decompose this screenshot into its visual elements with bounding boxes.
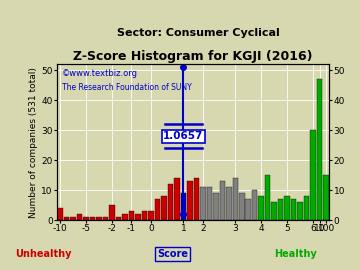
Bar: [122, 214, 128, 220]
Bar: [271, 202, 277, 220]
Bar: [284, 196, 290, 220]
Bar: [70, 217, 76, 220]
Bar: [258, 196, 264, 220]
Bar: [252, 190, 257, 220]
Bar: [310, 130, 316, 220]
Bar: [116, 217, 121, 220]
Text: Sector: Consumer Cyclical: Sector: Consumer Cyclical: [117, 28, 279, 38]
Bar: [323, 175, 329, 220]
Text: ©www.textbiz.org: ©www.textbiz.org: [62, 69, 138, 78]
Text: 1.0657: 1.0657: [163, 131, 203, 141]
Bar: [161, 196, 167, 220]
Text: The Research Foundation of SUNY: The Research Foundation of SUNY: [62, 83, 192, 92]
Bar: [57, 208, 63, 220]
Bar: [246, 199, 251, 220]
Bar: [291, 199, 296, 220]
Bar: [109, 205, 115, 220]
Bar: [278, 199, 283, 220]
Text: Healthy: Healthy: [274, 249, 316, 259]
Bar: [148, 211, 154, 220]
Bar: [96, 217, 102, 220]
Bar: [181, 193, 186, 220]
Bar: [90, 217, 95, 220]
Bar: [297, 202, 303, 220]
Bar: [103, 217, 108, 220]
Text: Unhealthy: Unhealthy: [15, 249, 71, 259]
Text: Score: Score: [157, 249, 188, 259]
Y-axis label: Number of companies (531 total): Number of companies (531 total): [30, 67, 39, 218]
Bar: [200, 187, 206, 220]
Bar: [220, 181, 225, 220]
Bar: [239, 193, 244, 220]
Bar: [77, 214, 82, 220]
Bar: [194, 178, 199, 220]
Bar: [317, 79, 322, 220]
Bar: [207, 187, 212, 220]
Bar: [142, 211, 147, 220]
Bar: [187, 181, 193, 220]
Bar: [213, 193, 219, 220]
Bar: [304, 196, 309, 220]
Bar: [135, 214, 141, 220]
Bar: [168, 184, 173, 220]
Bar: [83, 217, 89, 220]
Bar: [174, 178, 180, 220]
Bar: [155, 199, 160, 220]
Bar: [226, 187, 231, 220]
Bar: [64, 217, 69, 220]
Title: Z-Score Histogram for KGJI (2016): Z-Score Histogram for KGJI (2016): [73, 50, 313, 63]
Bar: [129, 211, 134, 220]
Bar: [233, 178, 238, 220]
Bar: [265, 175, 270, 220]
